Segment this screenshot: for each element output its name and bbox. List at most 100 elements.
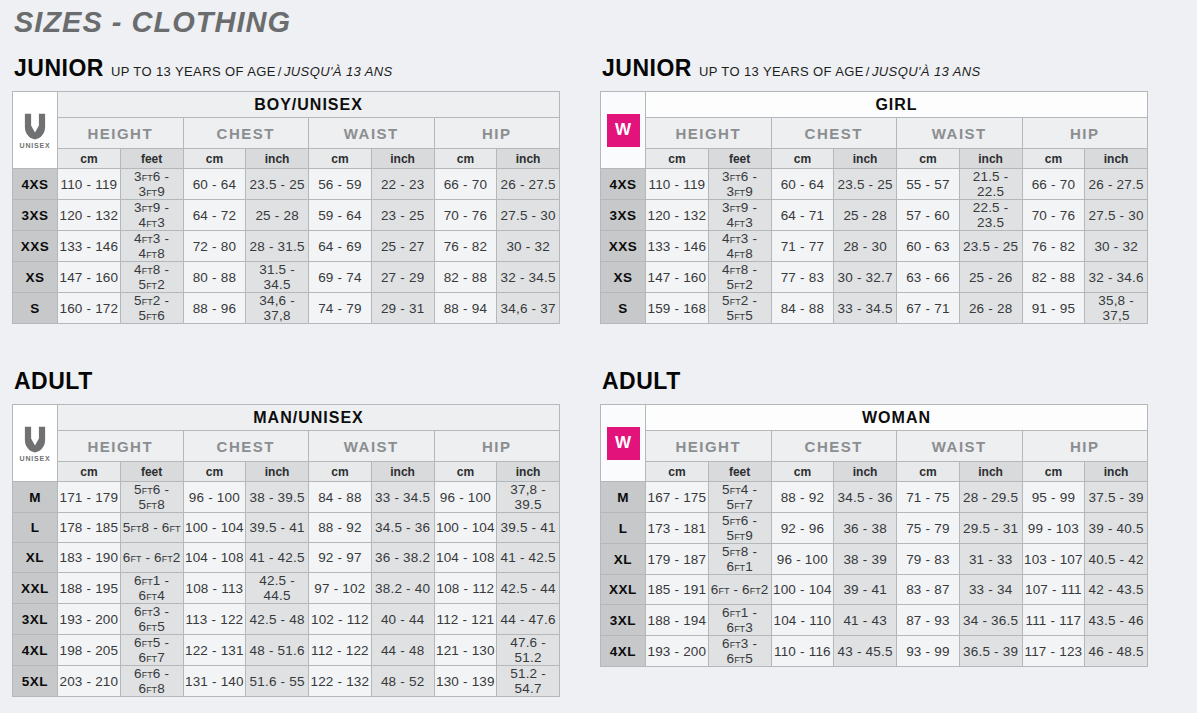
woman-logo-icon: W: [601, 405, 646, 482]
value-cell: 38.2 - 40: [371, 573, 434, 604]
value-cell: 179 - 187: [646, 544, 709, 575]
value-cell: 121 - 130: [434, 635, 497, 666]
value-cell: 25 - 28: [246, 200, 309, 231]
table-row: 3XL193 - 2006FT3 - 6FT5113 - 12242.5 - 4…: [13, 604, 560, 635]
group-header-height: HEIGHT: [646, 118, 772, 149]
section-subtitle: [688, 377, 692, 392]
value-cell: 3FT6 - 3FT9: [120, 169, 183, 200]
size-table-girl: WGIRLHEIGHTCHESTWAISTHIPcmfeetcminchcmin…: [600, 91, 1148, 324]
value-cell: 41 - 42.5: [497, 543, 560, 573]
value-cell: 113 - 122: [183, 604, 246, 635]
woman-badge: W: [607, 427, 640, 460]
table-row: XL183 - 1906FT - 6FT2104 - 10841 - 42.59…: [13, 543, 560, 573]
unit-header: cm: [646, 462, 709, 482]
subtitle-en: UP TO 13 YEARS OF AGE: [111, 64, 276, 79]
value-cell: 29 - 31: [371, 293, 434, 324]
value-cell: 88 - 92: [771, 482, 834, 513]
value-cell: 133 - 146: [58, 231, 121, 262]
value-cell: 120 - 132: [646, 200, 709, 231]
value-cell: 160 - 172: [58, 293, 121, 324]
subtitle-en: UP TO 13 YEARS OF AGE: [699, 64, 864, 79]
value-cell: 93 - 99: [897, 636, 960, 667]
unit-header: feet: [708, 149, 771, 169]
size-label: 4XS: [601, 169, 646, 200]
value-cell: 36 - 38.2: [371, 543, 434, 573]
table-row: 4XS110 - 1193FT6 - 3FT960 - 6423.5 - 255…: [601, 169, 1148, 200]
value-cell: 5FT6 - 5FT9: [708, 513, 771, 544]
value-cell: 104 - 108: [183, 543, 246, 573]
value-cell: 27.5 - 30: [1085, 200, 1148, 231]
section-title: ADULT: [602, 368, 681, 395]
size-label: XS: [601, 262, 646, 293]
group-header-chest: CHEST: [771, 431, 897, 462]
unit-header: cm: [897, 149, 960, 169]
value-cell: 92 - 96: [771, 513, 834, 544]
unit-header: cm: [58, 462, 121, 482]
size-label: 3XL: [13, 604, 58, 635]
section-junior-boy: JUNIOR UP TO 13 YEARS OF AGE/JUSQU'À 13 …: [12, 55, 560, 324]
value-cell: 133 - 146: [646, 231, 709, 262]
value-cell: 23.5 - 25: [246, 169, 309, 200]
group-header-waist: WAIST: [309, 431, 435, 462]
value-cell: 159 - 168: [646, 293, 709, 324]
section-subtitle: UP TO 13 YEARS OF AGE/JUSQU'À 13 ANS: [111, 64, 393, 79]
value-cell: 48 - 51.6: [246, 635, 309, 666]
size-label: L: [13, 513, 58, 543]
size-label: M: [601, 482, 646, 513]
value-cell: 26 - 27.5: [497, 169, 560, 200]
size-table-woman: WWOMANHEIGHTCHESTWAISTHIPcmfeetcminchcmi…: [600, 404, 1148, 667]
value-cell: 5FT4 - 5FT7: [708, 482, 771, 513]
size-label: XL: [13, 543, 58, 573]
section-subtitle: UP TO 13 YEARS OF AGE/JUSQU'À 13 ANS: [699, 64, 981, 79]
value-cell: 26 - 27.5: [1085, 169, 1148, 200]
value-cell: 6FT1 - 6FT3: [708, 605, 771, 636]
value-cell: 84 - 88: [771, 293, 834, 324]
unit-header: inch: [371, 149, 434, 169]
table-title: GIRL: [646, 92, 1148, 118]
value-cell: 44 - 48: [371, 635, 434, 666]
value-cell: 42 - 43.5: [1085, 575, 1148, 605]
value-cell: 40.5 - 42: [1085, 544, 1148, 575]
group-header-hip: HIP: [434, 431, 560, 462]
unisex-logo-icon: UNISEX: [13, 92, 58, 169]
value-cell: 95 - 99: [1022, 482, 1085, 513]
value-cell: 76 - 82: [434, 231, 497, 262]
group-header-hip: HIP: [1022, 118, 1148, 149]
value-cell: 46 - 48.5: [1085, 636, 1148, 667]
group-header-height: HEIGHT: [58, 431, 184, 462]
value-cell: 107 - 111: [1022, 575, 1085, 605]
table-row: 3XS120 - 1323FT9 - 4FT364 - 7125 - 2857 …: [601, 200, 1148, 231]
value-cell: 33 - 34.5: [834, 293, 897, 324]
value-cell: 92 - 97: [309, 543, 372, 573]
value-cell: 60 - 64: [771, 169, 834, 200]
value-cell: 71 - 75: [897, 482, 960, 513]
table-row: S160 - 1725FT2 - 5FT688 - 9634,6 - 37,87…: [13, 293, 560, 324]
value-cell: 82 - 88: [1022, 262, 1085, 293]
value-cell: 40 - 44: [371, 604, 434, 635]
value-cell: 104 - 110: [771, 605, 834, 636]
value-cell: 5FT2 - 5FT6: [120, 293, 183, 324]
unit-header: cm: [309, 149, 372, 169]
group-header-waist: WAIST: [309, 118, 435, 149]
value-cell: 36.5 - 39: [959, 636, 1022, 667]
value-cell: 75 - 79: [897, 513, 960, 544]
value-cell: 183 - 190: [58, 543, 121, 573]
size-label: S: [601, 293, 646, 324]
value-cell: 3FT9 - 4FT3: [708, 200, 771, 231]
value-cell: 6FT - 6FT2: [708, 575, 771, 605]
table-row: XS147 - 1604FT8 - 5FT277 - 8330 - 32.763…: [601, 262, 1148, 293]
size-label: L: [601, 513, 646, 544]
value-cell: 88 - 96: [183, 293, 246, 324]
group-header-chest: CHEST: [771, 118, 897, 149]
value-cell: 198 - 205: [58, 635, 121, 666]
unisex-logo-icon: UNISEX: [13, 405, 58, 482]
value-cell: 87 - 93: [897, 605, 960, 636]
value-cell: 4FT8 - 5FT2: [120, 262, 183, 293]
value-cell: 122 - 131: [183, 635, 246, 666]
value-cell: 64 - 71: [771, 200, 834, 231]
value-cell: 4FT3 - 4FT8: [120, 231, 183, 262]
value-cell: 88 - 92: [309, 513, 372, 543]
value-cell: 67 - 71: [897, 293, 960, 324]
table-row: XS147 - 1604FT8 - 5FT280 - 8831.5 - 34.5…: [13, 262, 560, 293]
value-cell: 43.5 - 46: [1085, 605, 1148, 636]
